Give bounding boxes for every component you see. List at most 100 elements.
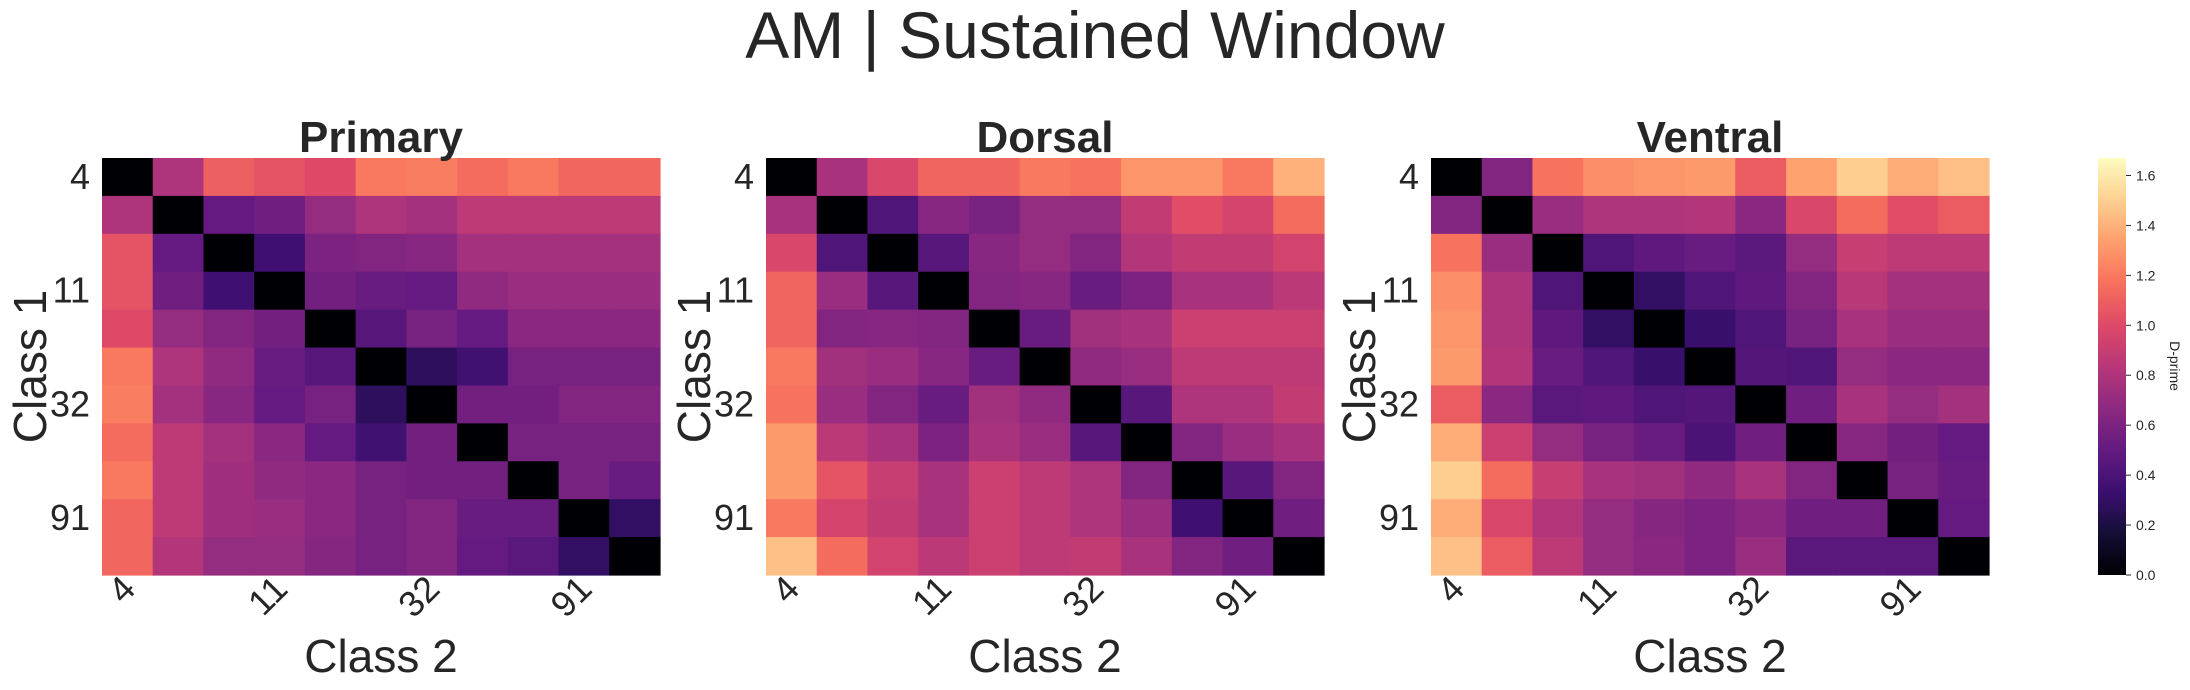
heatmap-cell: [1887, 271, 1939, 311]
heatmap-cell: [1121, 499, 1173, 538]
heatmap-cell: [507, 158, 560, 197]
heatmap-cell: [203, 499, 255, 538]
heatmap-cell: [867, 271, 919, 311]
heatmap-cell: [816, 347, 869, 387]
panel-title: Primary: [299, 113, 463, 162]
heatmap-cell: [968, 195, 1021, 235]
heatmap-cell: [1735, 537, 1787, 576]
x-tick-label: 11: [904, 568, 959, 623]
heatmap-cell: [968, 423, 1021, 462]
heatmap-cell: [1019, 347, 1071, 387]
heatmap-cell: [1481, 385, 1534, 424]
heatmap-cell: [766, 385, 818, 424]
heatmap-cell: [1121, 158, 1173, 197]
heatmap-panels: Primary 4 11 32 91 4 11 32 91 Class 2 Class 1 Dorsa…: [4, 113, 1990, 682]
heatmap-cell: [1836, 271, 1889, 311]
heatmap-cell: [1684, 347, 1736, 387]
heatmap-cell: [1532, 195, 1584, 235]
heatmap-cell: [1786, 499, 1838, 538]
heatmap-cell: [102, 461, 154, 500]
colorbar-tick-label: 1.0: [2136, 317, 2156, 333]
heatmap-cell: [102, 537, 154, 576]
heatmap-cell: [1938, 537, 1990, 576]
heatmap-cell: [355, 158, 407, 197]
heatmap-cell: [1887, 195, 1939, 235]
heatmap-cell: [102, 158, 154, 197]
heatmap-cell: [1887, 309, 1939, 349]
heatmap-cell: [1735, 385, 1787, 424]
heatmap-cell: [766, 461, 818, 500]
heatmap-cell: [968, 158, 1021, 197]
heatmap-cell: [203, 195, 255, 235]
heatmap-cell: [1583, 195, 1635, 235]
heatmap-cell: [1070, 385, 1122, 424]
heatmap-cell: [507, 461, 560, 500]
heatmap-cell: [918, 309, 970, 349]
heatmap-cell: [304, 499, 357, 538]
heatmap-cell: [1684, 195, 1736, 235]
heatmap-cell: [1019, 461, 1071, 500]
heatmap-cell: [816, 233, 869, 273]
heatmap-cell: [1583, 347, 1635, 387]
heatmap-cell: [406, 158, 458, 197]
heatmap-cell: [1735, 271, 1787, 311]
heatmap-cell: [1532, 461, 1584, 500]
heatmap-cell: [1171, 195, 1224, 235]
heatmap-cell: [609, 233, 661, 273]
heatmap-cell: [203, 309, 255, 349]
heatmap-cell: [406, 233, 458, 273]
heatmap-cell: [1938, 158, 1990, 197]
heatmap-cell: [1019, 309, 1071, 349]
heatmap-cell: [1070, 347, 1122, 387]
heatmap-cell: [1735, 461, 1787, 500]
heatmap-cell: [1222, 423, 1274, 462]
heatmap-cell: [1786, 158, 1838, 197]
heatmap-cell: [1121, 537, 1173, 576]
heatmap-cell: [1684, 233, 1736, 273]
heatmap-cell: [406, 461, 458, 500]
panel-title: Dorsal: [977, 113, 1114, 162]
y-axis-label: Class 1: [4, 290, 56, 443]
heatmap-cell: [1583, 233, 1635, 273]
heatmap-cell: [1019, 499, 1071, 538]
heatmap-cell: [918, 233, 970, 273]
heatmap-cell: [1121, 309, 1173, 349]
heatmap-cell: [558, 271, 610, 311]
heatmap-cell: [609, 309, 661, 349]
heatmap-cell: [1938, 195, 1990, 235]
heatmap-cell: [558, 309, 610, 349]
heatmap-cell: [102, 233, 154, 273]
heatmap-cell: [918, 195, 970, 235]
heatmap-cell: [1532, 271, 1584, 311]
heatmap-cell: [816, 309, 869, 349]
heatmap-cell: [1273, 499, 1325, 538]
heatmap-cell: [1735, 233, 1787, 273]
heatmap-cell: [766, 271, 818, 311]
x-tick-label: 11: [1569, 568, 1624, 623]
heatmap-cell: [507, 537, 560, 576]
heatmap-cell: [968, 271, 1021, 311]
y-tick-label: 91: [1379, 497, 1419, 538]
heatmap-cell: [1887, 158, 1939, 197]
heatmap-cell: [304, 423, 357, 462]
heatmap-cell: [816, 195, 869, 235]
heatmap-cell: [1633, 158, 1686, 197]
x-axis-label: Class 2: [304, 630, 457, 682]
heatmap-cell: [1121, 423, 1173, 462]
heatmap-cell: [1786, 461, 1838, 500]
heatmap-cell: [1786, 537, 1838, 576]
heatmap-cell: [457, 347, 509, 387]
heatmap-cell: [1532, 537, 1584, 576]
heatmap-cell: [1583, 461, 1635, 500]
heatmap-cell: [1171, 385, 1224, 424]
heatmap-cell: [1273, 423, 1325, 462]
heatmap-cell: [254, 233, 306, 273]
heatmap-cell: [1431, 537, 1483, 576]
heatmap-cell: [1786, 271, 1838, 311]
heatmap-cell: [867, 461, 919, 500]
heatmap-cell: [254, 461, 306, 500]
heatmap-cell: [1222, 461, 1274, 500]
